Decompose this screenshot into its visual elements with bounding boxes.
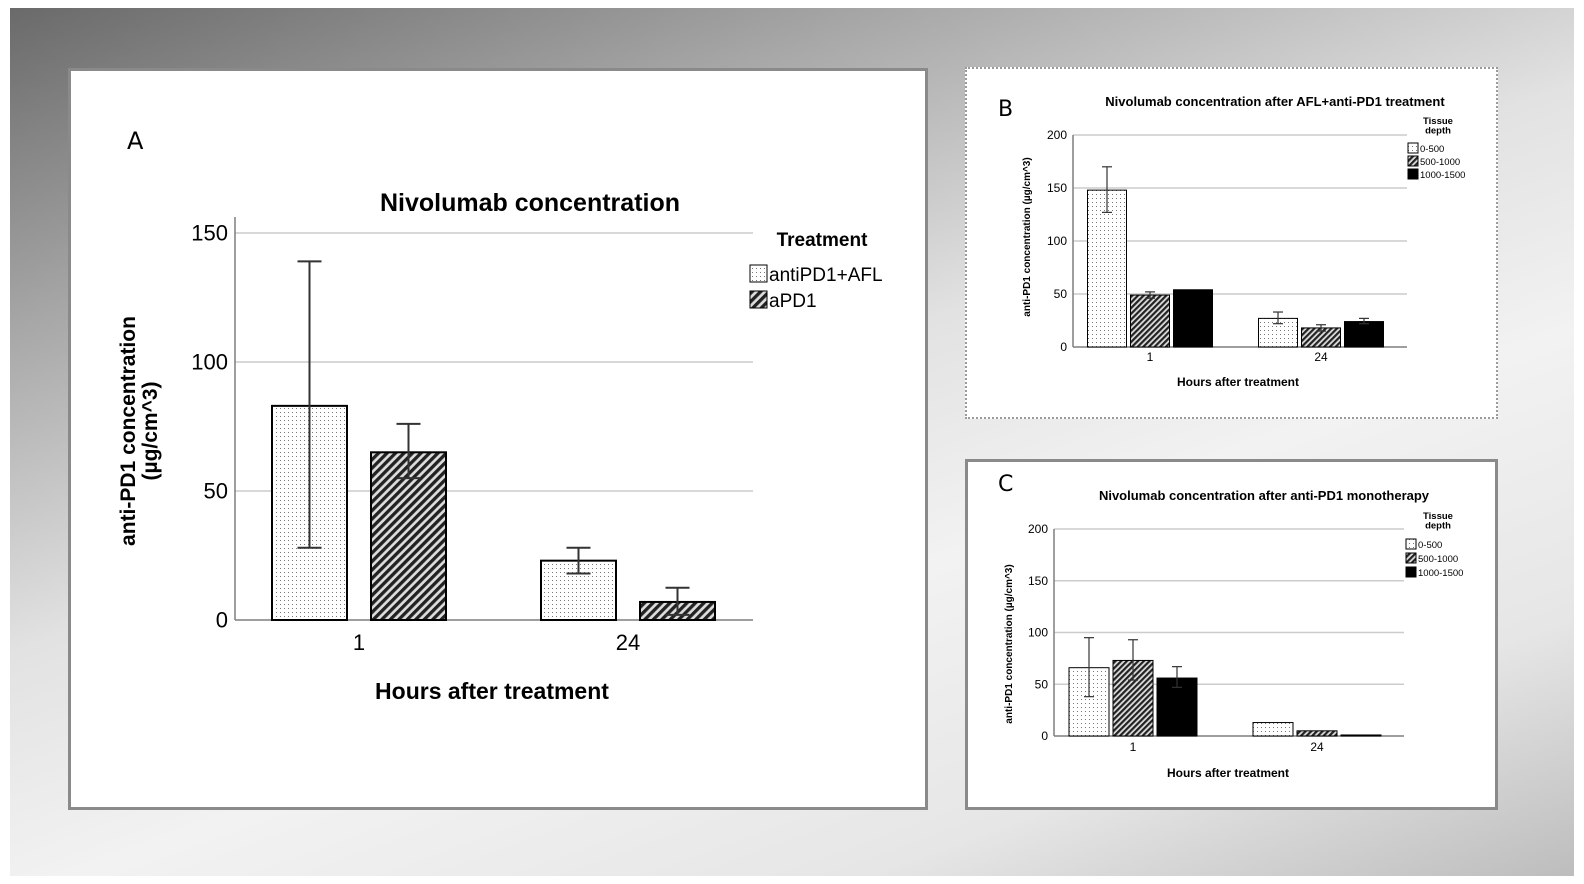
legend-swatch-0-500 [1407,142,1419,154]
y-axis-label: anti-PD1 concentration (µg/cm^3) [1022,157,1033,316]
y-tick-label: 150 [1047,181,1067,195]
bar-1000-1500-1 [1173,289,1213,348]
y-axis-label: anti-PD1 concentration (µg/cm^3) [1004,564,1015,723]
y-tick-label: 50 [1054,287,1068,301]
x-axis-label: Hours after treatment [1177,375,1299,389]
panel-a-letter: A [127,127,144,155]
legend-swatch-500-1000 [1405,552,1417,564]
x-tick-label: 24 [616,630,640,655]
y-tick-label: 0 [216,608,228,633]
panel-c: C Nivolumab concentration after anti-PD1… [965,459,1498,810]
chart-C-title: Nivolumab concentration after anti-PD1 m… [1099,488,1430,503]
chart-b: Nivolumab concentration after AFL+anti-P… [1022,94,1465,389]
legend-swatch-500-1000 [1407,155,1419,167]
y-tick-label: 200 [1028,522,1048,536]
y-tick-label: 100 [1047,234,1067,248]
bar-0-500-1 [1087,189,1127,348]
x-tick-label: 1 [353,630,365,655]
x-tick-label: 1 [1147,350,1154,364]
legend-swatch-1000-1500 [1407,168,1419,180]
panel-c-letter: C [998,472,1014,497]
y-tick-label: 100 [191,350,228,375]
legend-label-1000-1500: 1000-1500 [1418,568,1463,579]
y-tick-label: 50 [204,479,228,504]
legend-title-2: depth [1425,521,1451,532]
chart-c: Nivolumab concentration after anti-PD1 m… [1004,488,1463,780]
legend-label-0-500: 0-500 [1418,540,1442,551]
legend-label-500-1000: 500-1000 [1418,554,1458,565]
legend-title: Tissue [1423,511,1453,522]
chart-A-title: Nivolumab concentration [380,189,680,217]
legend-label-0-500: 0-500 [1420,144,1444,155]
chart-a: Nivolumab concentration 0 50 100 150 1 24 Hours… [117,189,883,704]
bar-0-500-24 [1252,722,1294,737]
bar-1000-1500-24 [1344,321,1384,348]
x-tick-label: 1 [1130,740,1137,754]
legend-title: Tissue [1423,116,1453,127]
bar-500-1000-1 [1130,294,1170,348]
y-tick-label: 200 [1047,128,1067,142]
y-tick-label: 0 [1041,729,1048,743]
x-tick-label: 24 [1314,350,1328,364]
panel-b-letter: B [998,97,1014,122]
legend-label-antiPD1+AFL: antiPD1+AFL [769,265,883,286]
legend-title: Treatment [777,230,868,251]
y-tick-label: 0 [1060,340,1067,354]
legend-swatch-antiPD1+AFL [749,264,768,283]
bar-500-1000-24 [1296,730,1338,737]
legend-title-2: depth [1425,126,1451,137]
x-tick-label: 24 [1310,740,1324,754]
y-tick-label: 150 [191,221,228,246]
legend-swatch-aPD1 [749,290,768,309]
x-axis-label: Hours after treatment [1167,766,1289,780]
panel-b: B Nivolumab concentration after AFL+anti… [965,67,1498,419]
legend-label-aPD1: aPD1 [769,291,817,312]
legend-swatch-1000-1500 [1405,566,1417,578]
chart-B-title: Nivolumab concentration after AFL+anti-P… [1105,94,1445,109]
legend-label-500-1000: 500-1000 [1420,157,1460,168]
y-tick-label: 150 [1028,574,1048,588]
bar-aPD1-1 [370,451,447,621]
legend-swatch-0-500 [1405,538,1417,550]
legend-label-1000-1500: 1000-1500 [1420,170,1465,181]
y-axis-label: anti-PD1 concentration(µg/cm^3) [117,316,162,546]
y-tick-label: 50 [1035,677,1049,691]
y-tick-label: 100 [1028,626,1048,640]
panel-a: A Nivolumab concentration 0 50 100 150 1 24 Hou… [68,68,928,810]
x-axis-label: Hours after treatment [375,678,609,704]
bar-1000-1500-24 [1340,734,1382,737]
